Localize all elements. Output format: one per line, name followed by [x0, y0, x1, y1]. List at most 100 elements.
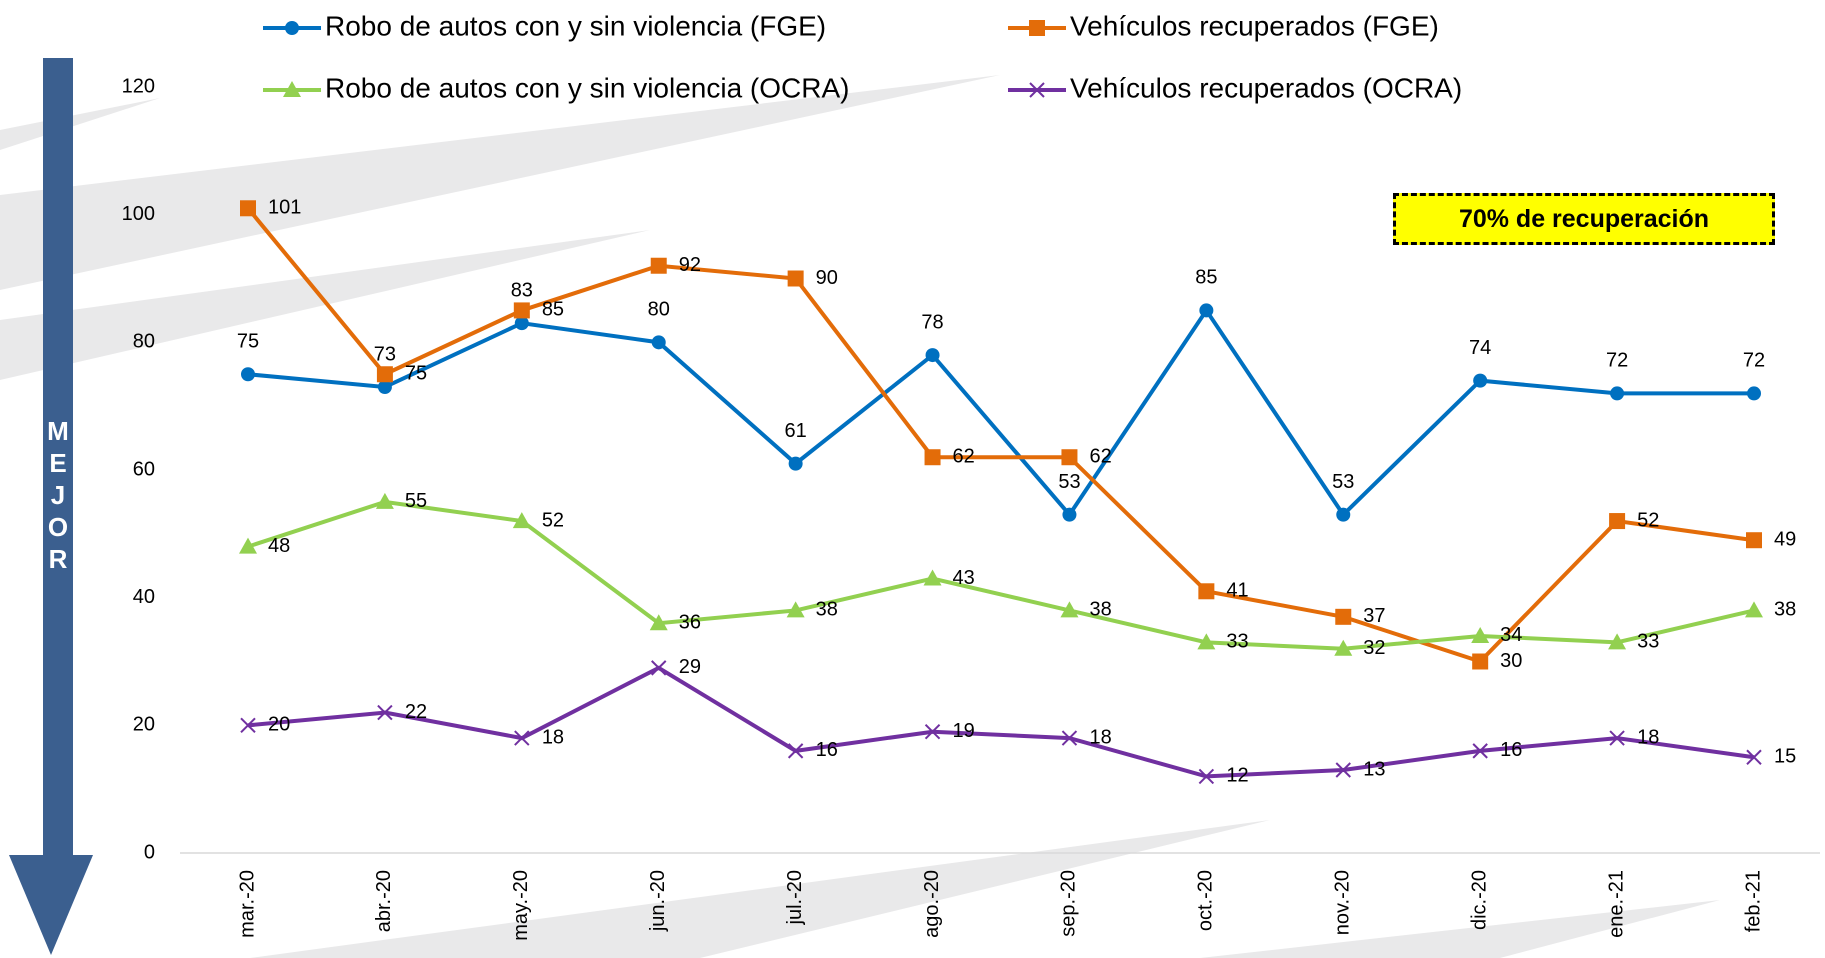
legend-item: Vehículos recuperados (OCRA): [1008, 72, 1462, 103]
data-label: 74: [1469, 337, 1491, 359]
series-line: [247, 665, 1755, 779]
point: [514, 730, 530, 746]
point: [1472, 743, 1488, 759]
point: [1061, 730, 1078, 746]
data-label: 75: [405, 363, 427, 385]
point: [1746, 749, 1762, 765]
data-label: 16: [816, 739, 838, 761]
data-label: 30: [1500, 650, 1522, 672]
data-label: 53: [1332, 471, 1354, 493]
point: [514, 316, 529, 331]
data-label: 19: [953, 720, 975, 742]
x-tick-label: jun.-20: [647, 870, 669, 932]
legend-label: Vehículos recuperados (OCRA): [1070, 72, 1462, 103]
data-label: 48: [268, 535, 290, 557]
y-tick-label: 60: [133, 458, 155, 480]
data-label: 61: [785, 420, 807, 442]
data-label: 29: [679, 656, 701, 678]
data-label: 18: [1089, 726, 1111, 748]
y-tick-label: 40: [133, 586, 155, 608]
point: [787, 743, 804, 759]
point: [1747, 386, 1761, 401]
data-label: 53: [1058, 471, 1080, 493]
data-label: 38: [1089, 599, 1111, 621]
point: [377, 380, 392, 395]
point: [1335, 608, 1352, 625]
data-label: 37: [1363, 605, 1385, 627]
legend-label: Robo de autos con y sin violencia (FGE): [325, 10, 826, 41]
point: [240, 200, 256, 217]
series: 48 55 52 36 38 43 38 33 32 34 33 38: [239, 490, 1796, 659]
data-label: 83: [511, 279, 533, 301]
data-label: 38: [816, 599, 838, 621]
data-label: 34: [1500, 624, 1522, 646]
data-label: 72: [1743, 350, 1765, 372]
data-label: 41: [1226, 580, 1248, 602]
data-label: 92: [679, 254, 701, 276]
data-label: 22: [405, 701, 427, 723]
point: [1197, 633, 1216, 650]
data-label: 36: [679, 611, 701, 633]
annotation: 70% de recuperación: [1393, 193, 1775, 245]
point: [1061, 449, 1078, 466]
x-tick-label: ene.-21: [1605, 870, 1627, 938]
point: [241, 367, 255, 382]
x-tick-label: sep.-20: [1058, 870, 1080, 937]
point: [1062, 507, 1077, 522]
legend-item: Robo de autos con y sin violencia (FGE): [263, 10, 826, 41]
data-label: 49: [1774, 528, 1796, 550]
point: [1335, 762, 1351, 778]
data-label: 52: [542, 509, 564, 531]
legend-marker: [1029, 20, 1045, 36]
point: [1471, 626, 1490, 643]
point: [375, 492, 394, 509]
data-label: 33: [1637, 631, 1659, 653]
x-tick-label: abr.-20: [373, 870, 395, 932]
point: [1198, 768, 1215, 785]
point: [1610, 386, 1625, 401]
point: [1199, 303, 1214, 318]
data-label: 55: [405, 490, 427, 512]
point: [377, 704, 393, 721]
data-label: 16: [1500, 739, 1522, 761]
data-label: 72: [1606, 350, 1628, 372]
y-tick-label: 0: [144, 841, 155, 863]
point: [788, 456, 803, 471]
point: [1060, 601, 1079, 618]
data-label: 85: [542, 299, 564, 321]
legend-marker: [1029, 82, 1045, 98]
point: [1334, 639, 1353, 656]
x-tick-label: ago.-20: [921, 870, 943, 938]
direction-arrow: [9, 58, 93, 955]
legend-marker: [285, 21, 299, 35]
data-label: 62: [953, 446, 975, 468]
data-label: 43: [953, 567, 975, 589]
point: [1198, 583, 1215, 600]
x-tick-label: may.-20: [510, 870, 532, 941]
point: [649, 614, 668, 631]
data-label: 52: [1637, 509, 1659, 531]
x-tick-label: nov.-20: [1332, 870, 1354, 935]
point: [513, 302, 530, 319]
legend-label: Vehículos recuperados (FGE): [1070, 10, 1439, 41]
point: [1746, 532, 1762, 549]
data-label: 13: [1363, 758, 1385, 780]
data-label: 75: [237, 331, 259, 353]
data-label: 101: [268, 197, 301, 219]
y-tick-label: 120: [122, 75, 155, 97]
data-label: 85: [1195, 267, 1217, 289]
series-line: [247, 499, 1755, 651]
point: [1472, 653, 1489, 670]
point: [376, 366, 393, 383]
data-label: 90: [816, 267, 838, 289]
series-line: [247, 306, 1754, 518]
data-label: 15: [1774, 746, 1796, 768]
x-tick-label: dic.-20: [1468, 870, 1490, 930]
series: 75 73 83 80 61 78 53 85 53 74 72 72: [237, 267, 1765, 522]
legend-marker: [283, 81, 301, 97]
y-tick-label: 100: [122, 203, 155, 225]
data-label: 73: [374, 343, 396, 365]
data-label: 32: [1363, 637, 1385, 659]
x-tick-label: oct.-20: [1195, 870, 1217, 931]
data-label: 33: [1226, 631, 1248, 653]
